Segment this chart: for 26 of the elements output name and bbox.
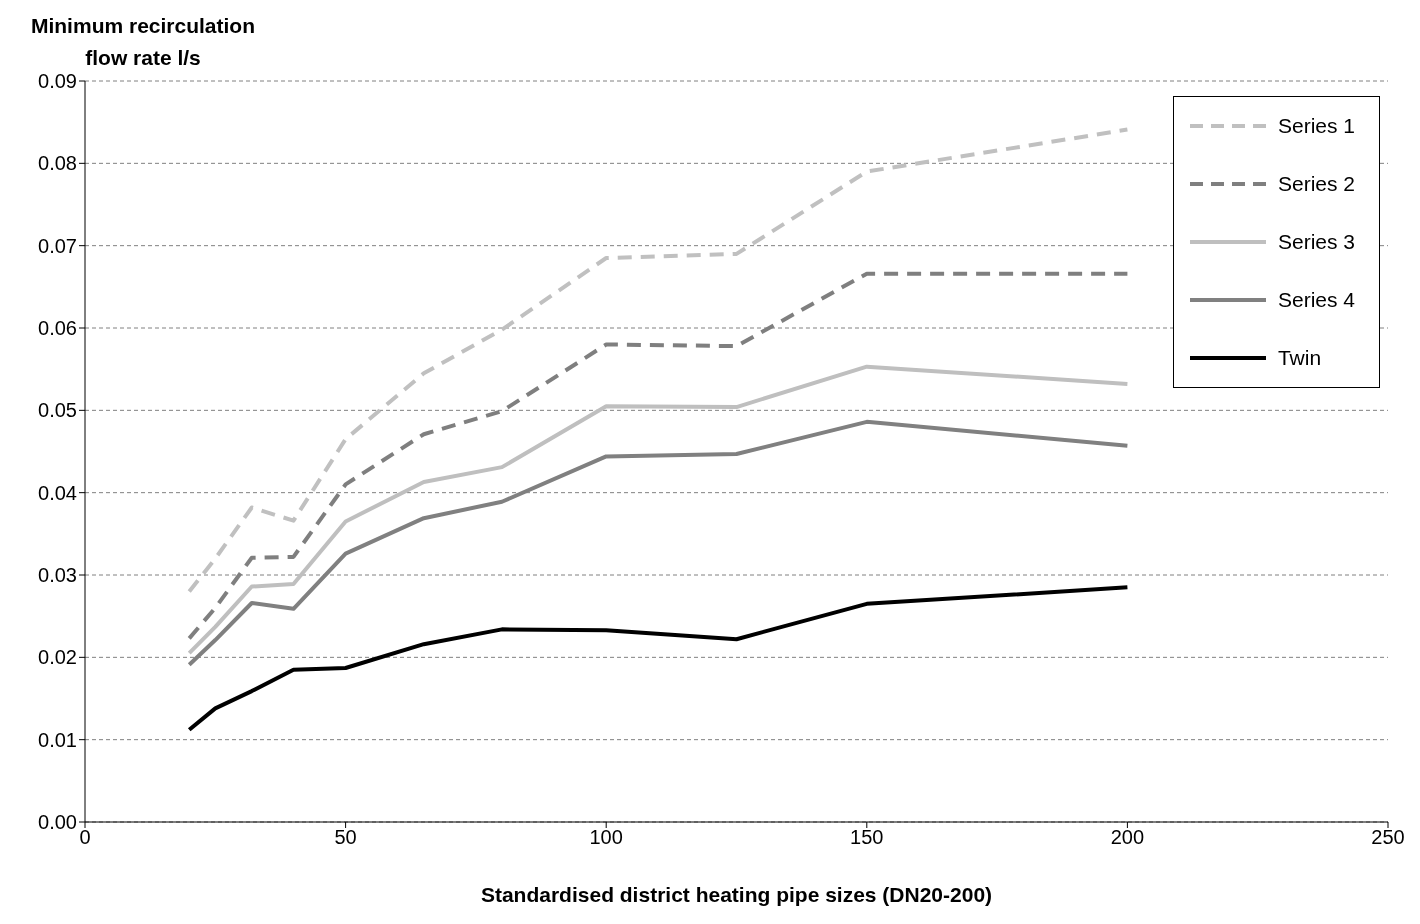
x-axis-title: Standardised district heating pipe sizes (DN20-200): [480, 883, 993, 906]
x-tick-label: 100: [589, 826, 623, 849]
x-tick-label: 0: [79, 826, 91, 849]
y-axis-title: Minimum recirculation flow rate l/s: [30, 14, 256, 69]
y-tick-label: 0.00: [38, 811, 77, 834]
x-tick-label: 150: [850, 826, 884, 849]
y-tick-label: 0.09: [38, 70, 77, 93]
y-tick-label: 0.05: [38, 399, 77, 422]
line-series: [187, 585, 1130, 732]
legend-label: Series 4: [1277, 288, 1355, 312]
legend-label: Twin: [1277, 346, 1322, 370]
y-tick-label: 0.03: [38, 564, 77, 587]
x-tick-label: 50: [334, 826, 357, 849]
x-tick-label: 250: [1371, 826, 1405, 849]
legend-label: Series 2: [1277, 172, 1355, 196]
x-tick-label: 200: [1110, 826, 1145, 849]
line-series: [187, 127, 1130, 594]
line-series: [187, 364, 1130, 656]
y-tick-label: 0.01: [38, 728, 77, 751]
legend-label: Series 1: [1277, 114, 1355, 138]
y-tick-label: 0.06: [38, 317, 77, 340]
y-tick-label: 0.04: [38, 481, 77, 504]
legend-label: Series 3: [1277, 230, 1355, 254]
y-tick-label: 0.07: [38, 234, 77, 257]
y-tick-label: 0.02: [38, 646, 77, 669]
y-tick-label: 0.08: [38, 152, 77, 175]
